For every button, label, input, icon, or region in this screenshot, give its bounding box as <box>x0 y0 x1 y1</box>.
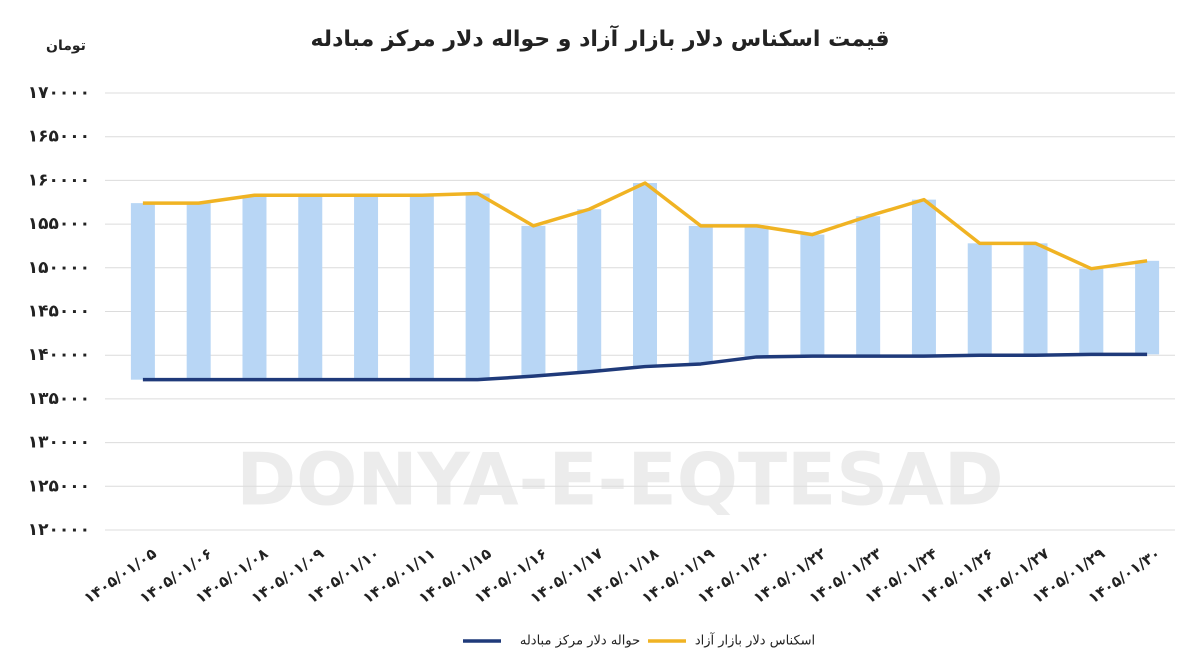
y-tick-label: ۱۶۵۰۰۰ <box>28 127 90 147</box>
series-line <box>142 352 1148 382</box>
y-tick-label: ۱۲۵۰۰۰ <box>28 476 90 496</box>
range-bar <box>130 203 155 380</box>
range-bar <box>242 195 267 380</box>
y-axis-unit: تومان <box>46 38 86 54</box>
range-bar <box>521 225 546 377</box>
watermark: DONYA-E-EQTESAD <box>236 438 1003 522</box>
range-bar <box>577 209 602 372</box>
range-bar <box>409 195 434 380</box>
range-bar <box>967 243 992 356</box>
series-line <box>142 181 1148 271</box>
y-tick-label: ۱۳۰۰۰۰ <box>28 433 90 453</box>
y-tick-label: ۱۲۰۰۰۰ <box>28 520 90 540</box>
range-bar <box>354 195 379 380</box>
chart-title: قیمت اسکناس دلار بازار آزاد و حواله دلار… <box>310 24 889 52</box>
range-bar <box>633 183 657 367</box>
range-bar <box>1023 243 1048 356</box>
range-bar <box>856 216 881 357</box>
range-bar <box>298 195 323 380</box>
range-bar <box>465 193 490 380</box>
range-bar <box>744 225 769 357</box>
y-tick-label: ۱۳۵۰۰۰ <box>28 389 90 409</box>
y-tick-label: ۱۶۰۰۰۰ <box>28 170 90 190</box>
y-tick-label: ۱۵۵۰۰۰ <box>28 214 90 234</box>
y-tick-label: ۱۷۰۰۰۰ <box>28 83 90 103</box>
range-bar <box>688 225 713 364</box>
range-bar <box>186 203 211 380</box>
y-tick-label: ۱۴۵۰۰۰ <box>28 302 90 322</box>
y-tick-label: ۱۴۰۰۰۰ <box>28 345 90 365</box>
range-bar <box>1135 260 1160 355</box>
range-bar <box>1079 268 1104 355</box>
range-bar <box>800 234 825 357</box>
legend-label: اسکناس دلار بازار آزاد <box>695 632 815 649</box>
legend-label: حواله دلار مرکز مبادله <box>520 634 640 649</box>
y-tick-label: ۱۵۰۰۰۰ <box>28 258 90 278</box>
range-bar <box>911 199 936 357</box>
